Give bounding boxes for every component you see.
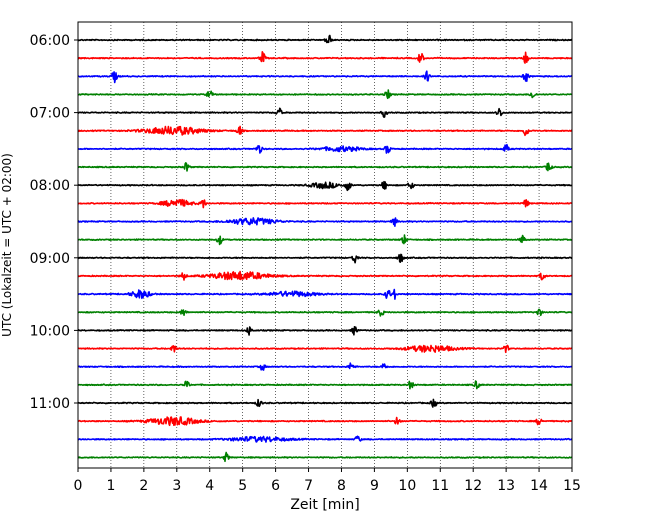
y-tick-label: 10:00 xyxy=(30,323,70,339)
x-tick-label: 13 xyxy=(497,478,515,494)
y-axis-label: UTC (Lokalzeit = UTC + 02:00) xyxy=(0,153,14,337)
trace-line xyxy=(77,162,573,172)
trace-line xyxy=(77,270,573,281)
trace-line xyxy=(77,435,573,443)
trace-line xyxy=(77,308,573,317)
trace-line xyxy=(77,234,573,246)
trace-line xyxy=(77,398,573,408)
x-tick-label: 7 xyxy=(304,478,313,494)
trace-line xyxy=(77,451,573,463)
plot-frame xyxy=(77,21,573,469)
x-tick-label: 15 xyxy=(563,478,581,494)
y-tick-label: 11:00 xyxy=(30,396,70,412)
x-tick-label: 9 xyxy=(370,478,379,494)
x-tick-label: 6 xyxy=(271,478,280,494)
x-tick-label: 5 xyxy=(238,478,247,494)
trace-line xyxy=(77,217,573,227)
x-tick-label: 11 xyxy=(431,478,449,494)
trace-line xyxy=(77,51,573,64)
x-tick-label: 2 xyxy=(139,478,148,494)
trace-line xyxy=(77,198,573,209)
trace-line xyxy=(77,143,573,154)
y-axis-ticks: 06:00 07:00 08:00 09:00 10:00 11:00 xyxy=(30,33,78,412)
trace-lines xyxy=(77,34,573,463)
x-tick-label: 3 xyxy=(172,478,181,494)
trace-line xyxy=(77,107,573,118)
trace-line xyxy=(77,326,573,336)
trace-line xyxy=(77,253,573,264)
trace-line xyxy=(77,344,573,354)
trace-line xyxy=(77,125,573,137)
x-axis-label: Zeit [min] xyxy=(290,497,359,513)
y-tick-label: 06:00 xyxy=(30,33,70,49)
x-tick-label: 1 xyxy=(106,478,115,494)
trace-line xyxy=(77,362,573,371)
x-tick-label: 10 xyxy=(398,478,416,494)
trace-line xyxy=(77,70,573,84)
trace-line xyxy=(77,288,573,300)
y-tick-label: 07:00 xyxy=(30,106,70,122)
x-tick-label: 8 xyxy=(337,478,346,494)
trace-line xyxy=(77,34,573,44)
grid-lines xyxy=(110,22,540,468)
trace-line xyxy=(77,180,573,192)
x-tick-label: 4 xyxy=(205,478,214,494)
x-axis-ticks: 0 1 2 3 4 5 6 7 8 9 10 11 12 13 14 15 xyxy=(74,468,581,494)
trace-line xyxy=(77,89,573,100)
x-tick-label: 0 xyxy=(74,478,83,494)
trace-line xyxy=(77,380,573,390)
y-tick-label: 09:00 xyxy=(30,251,70,267)
trace-line xyxy=(77,416,573,427)
y-tick-label: 08:00 xyxy=(30,178,70,194)
x-tick-label: 14 xyxy=(530,478,548,494)
x-tick-label: 12 xyxy=(464,478,482,494)
